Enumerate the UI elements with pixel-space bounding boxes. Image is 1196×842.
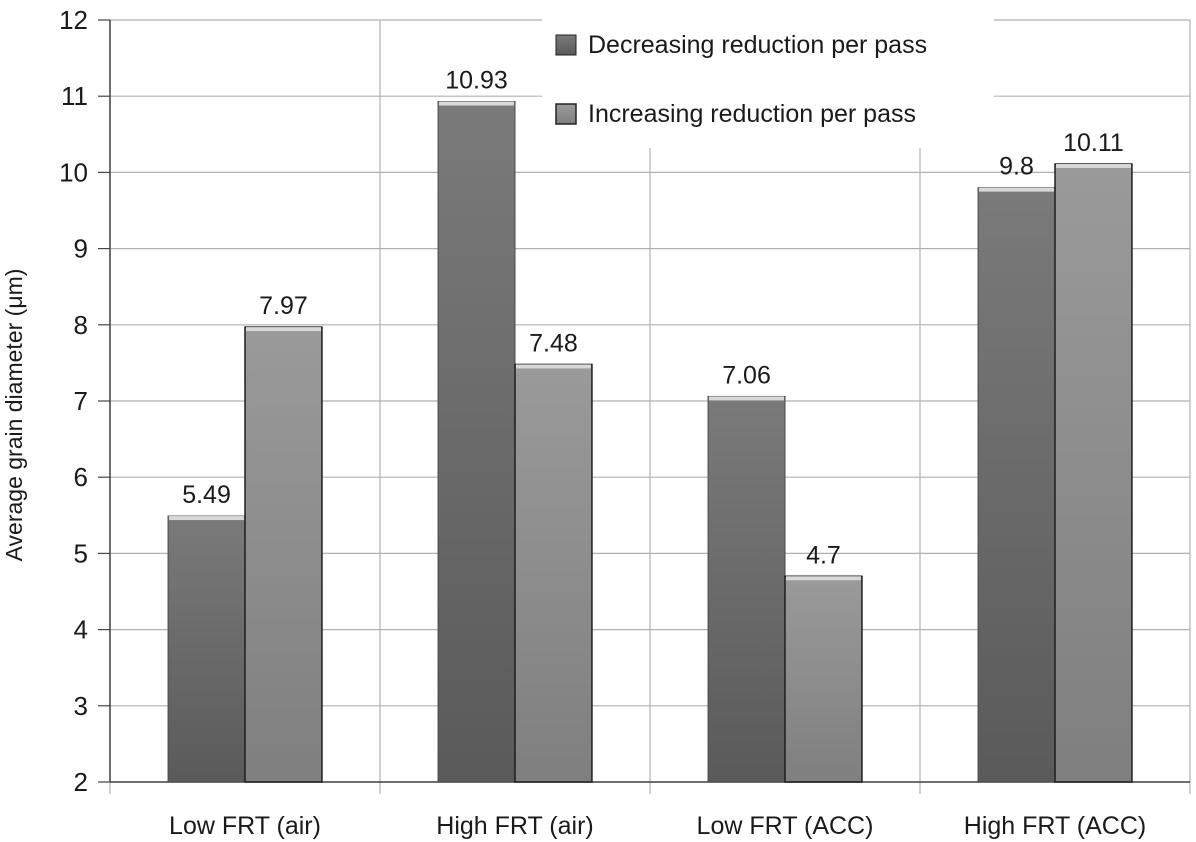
y-tick-label: 10 (59, 157, 88, 187)
y-tick-label: 11 (61, 81, 88, 111)
bar-decreasing (707, 395, 786, 783)
y-tick-label: 3 (74, 691, 88, 721)
bar-top-highlight (246, 327, 321, 332)
y-axis-label: Average grain diameter (μm) (1, 269, 27, 562)
data-label: 4.7 (806, 541, 841, 569)
y-tick-label: 5 (74, 538, 88, 568)
legend-label-decreasing: Decreasing reduction per pass (588, 31, 927, 59)
data-label: 9.8 (999, 153, 1034, 181)
x-tick-label: Low FRT (ACC) (697, 812, 874, 840)
legend-swatch-decreasing (555, 34, 577, 56)
bar-decreasing (977, 187, 1056, 783)
data-label: 10.11 (1063, 129, 1124, 157)
bar-top-highlight (786, 576, 861, 581)
bars (167, 101, 1133, 783)
bar-top-highlight (516, 364, 591, 369)
bar-increasing (244, 326, 323, 783)
data-label: 7.06 (722, 361, 771, 389)
data-labels: 5.49 10.93 7.06 9.8 7.97 7.48 4.7 10.11 (182, 67, 1124, 570)
bar-top-highlight (439, 101, 514, 106)
y-tick-label: 8 (74, 310, 88, 340)
y-tick-label: 4 (74, 615, 88, 645)
bar-increasing (1054, 163, 1133, 783)
y-tick-label: 7 (74, 386, 88, 416)
bar-decreasing (437, 101, 516, 783)
bar-top-highlight (979, 187, 1054, 192)
data-label: 7.97 (259, 292, 308, 320)
y-tick-label: 2 (74, 767, 88, 797)
bar-top-highlight (169, 516, 244, 521)
x-tick-label: Low FRT (air) (169, 812, 321, 840)
data-label: 7.48 (529, 329, 578, 357)
bar-decreasing (167, 515, 246, 783)
legend-swatch-increasing (555, 103, 577, 125)
legend-label-increasing: Increasing reduction per pass (588, 100, 916, 128)
bar-top-highlight (1056, 164, 1131, 169)
y-tick-label: 12 (59, 5, 88, 35)
y-tick-label: 6 (74, 462, 88, 492)
legend-background (542, 18, 994, 148)
data-label: 5.49 (182, 481, 231, 509)
bar-increasing (784, 575, 863, 783)
x-tick-label: High FRT (ACC) (964, 812, 1146, 840)
x-tick-label: High FRT (air) (436, 812, 593, 840)
data-label: 10.93 (445, 67, 508, 95)
y-tick-label: 9 (74, 234, 88, 264)
bar-top-highlight (709, 396, 784, 401)
legend: Decreasing reduction per pass Increasing… (542, 18, 994, 148)
bar-increasing (514, 363, 593, 783)
